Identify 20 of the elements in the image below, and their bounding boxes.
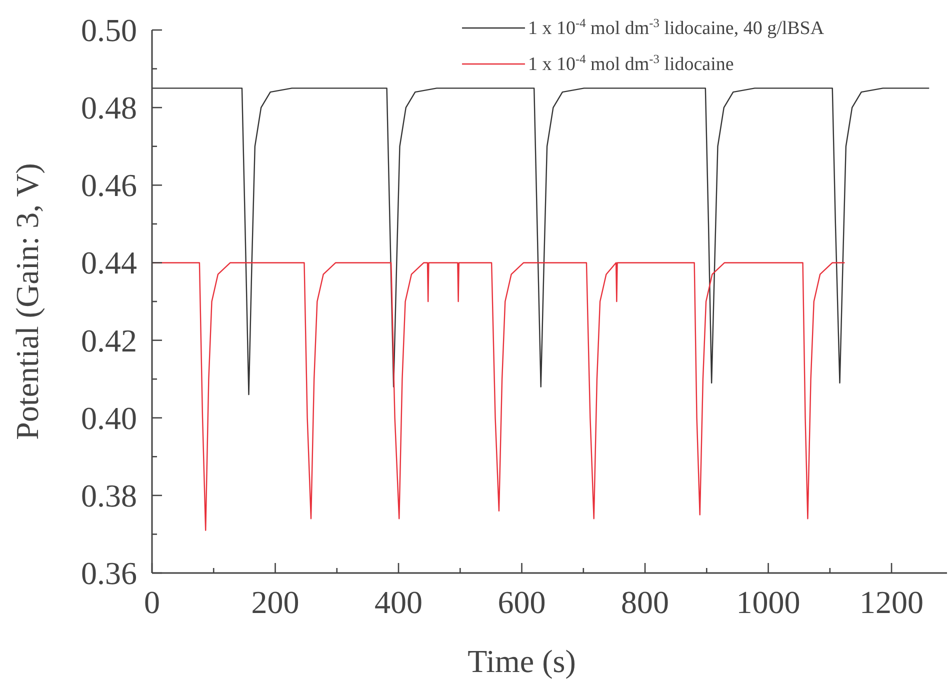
- x-tick-label: 800: [621, 584, 670, 620]
- x-tick-label: 1000: [736, 584, 800, 620]
- x-tick-label: 200: [251, 584, 300, 620]
- y-tick-label: 0.40: [81, 400, 137, 436]
- x-tick-label: 0: [144, 584, 160, 620]
- y-tick-label: 0.42: [81, 322, 137, 358]
- x-tick-label: 1200: [860, 584, 924, 620]
- y-axis-title: Potential (Gain: 3, V): [9, 163, 45, 440]
- legend-label: 1 x 10$^{-4}$ mol dm$^{-3}$ lidocaine: [528, 52, 734, 75]
- y-tick-label: 0.48: [81, 90, 137, 126]
- y-tick-label: 0.36: [81, 555, 137, 591]
- line-series: [151, 88, 930, 396]
- y-tick-label: 0.46: [81, 167, 137, 204]
- legend-label: 1 x 10$^{-4}$ mol dm$^{-3}$ lidocaine, 40 g/lBSA: [528, 16, 824, 39]
- x-axis-title: Time (s): [468, 643, 576, 679]
- x-tick-label: 400: [374, 584, 423, 620]
- y-tick-label: 0.38: [81, 477, 137, 514]
- y-tick-label: 0.44: [81, 244, 137, 281]
- y-tick-label: 0.50: [81, 12, 137, 48]
- x-tick-label: 600: [498, 584, 546, 620]
